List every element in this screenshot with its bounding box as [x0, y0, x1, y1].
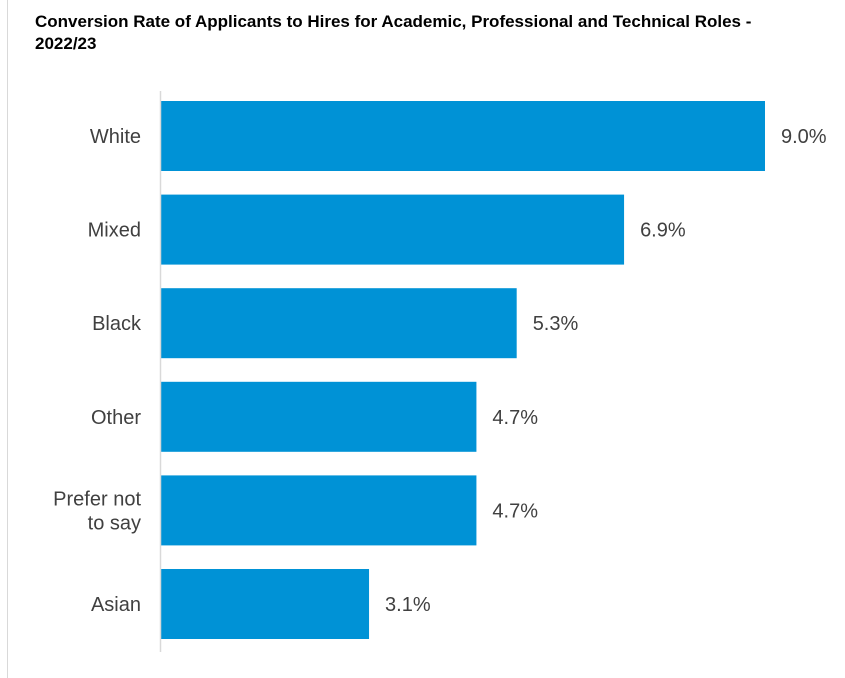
chart-frame	[7, 0, 845, 678]
bar-black	[161, 288, 517, 359]
bar-other	[161, 381, 477, 452]
category-label-line: White	[90, 126, 141, 148]
category-label-line: to say	[88, 512, 141, 534]
category-label: Other	[91, 407, 141, 429]
category-label: Mixed	[88, 220, 141, 242]
bar-asian	[161, 569, 370, 639]
category-label: Black	[92, 313, 142, 335]
category-label: White	[90, 126, 141, 148]
bars-group	[161, 101, 765, 639]
value-label: 4.7%	[492, 407, 538, 429]
category-label-line: Mixed	[88, 220, 141, 242]
category-label-line: Asian	[91, 594, 141, 616]
value-label: 5.3%	[533, 313, 579, 335]
bar-prefer-not-to-say	[161, 475, 477, 546]
category-label: Asian	[91, 594, 141, 616]
category-label-line: Other	[91, 407, 141, 429]
category-label: Prefer not to say	[53, 488, 141, 534]
value-label: 4.7%	[492, 500, 538, 522]
bar-white	[161, 101, 765, 171]
value-label: 6.9%	[640, 220, 686, 242]
chart-title: Conversion Rate of Applicants to Hires f…	[35, 12, 752, 53]
category-label-line: Prefer not	[53, 488, 141, 510]
category-label-line: Black	[92, 313, 142, 335]
value-label: 9.0%	[781, 126, 827, 148]
bar-mixed	[161, 194, 625, 265]
value-labels-group: 9.0% 6.9% 5.3% 4.7% 4.7% 3.1%	[385, 126, 827, 616]
category-labels-group: White Mixed Black Other Prefer not to say Asia…	[53, 126, 142, 616]
value-label: 3.1%	[385, 594, 431, 616]
